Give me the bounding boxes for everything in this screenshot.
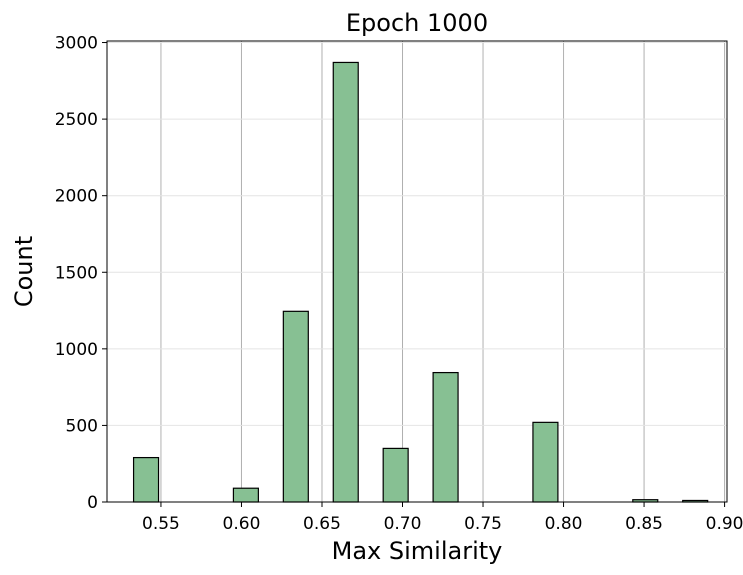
x-tick-label: 0.75 — [464, 514, 502, 534]
y-axis-ticks: 0 500 1000 1500 2000 2500 3000 — [55, 34, 107, 513]
histogram-bar — [282, 310, 309, 503]
histogram-bar — [382, 447, 409, 503]
x-tick-label: 0.55 — [142, 514, 180, 534]
chart-title: Epoch 1000 — [346, 9, 488, 37]
y-tick-label: 1500 — [55, 263, 98, 283]
y-tick-label: 2000 — [55, 187, 98, 207]
y-tick-label: 2500 — [55, 110, 98, 130]
vertical-grid — [160, 41, 726, 502]
x-tick-label: 0.65 — [303, 514, 341, 534]
x-axis-ticks: 0.55 0.60 0.65 0.70 0.75 0.80 0.85 0.90 — [142, 502, 743, 534]
y-tick-label: 500 — [66, 416, 98, 436]
x-tick-label: 0.60 — [223, 514, 261, 534]
y-tick-label: 0 — [87, 493, 98, 513]
histogram-bar — [332, 61, 359, 503]
x-tick-label: 0.85 — [625, 514, 663, 534]
plot-frame — [106, 40, 728, 503]
y-tick-label: 1000 — [55, 340, 98, 360]
y-tick-label: 3000 — [55, 34, 98, 54]
x-axis-title: Max Similarity — [332, 537, 503, 565]
histogram-bar — [132, 456, 160, 503]
histogram-bars — [132, 61, 709, 503]
x-tick-label: 0.90 — [706, 514, 743, 534]
histogram-bar — [232, 487, 259, 503]
y-axis-title: Count — [10, 236, 38, 307]
histogram-bar — [532, 421, 559, 503]
x-tick-label: 0.70 — [384, 514, 422, 534]
horizontal-grid — [107, 42, 727, 426]
histogram-bar — [432, 371, 459, 503]
x-tick-label: 0.80 — [545, 514, 583, 534]
